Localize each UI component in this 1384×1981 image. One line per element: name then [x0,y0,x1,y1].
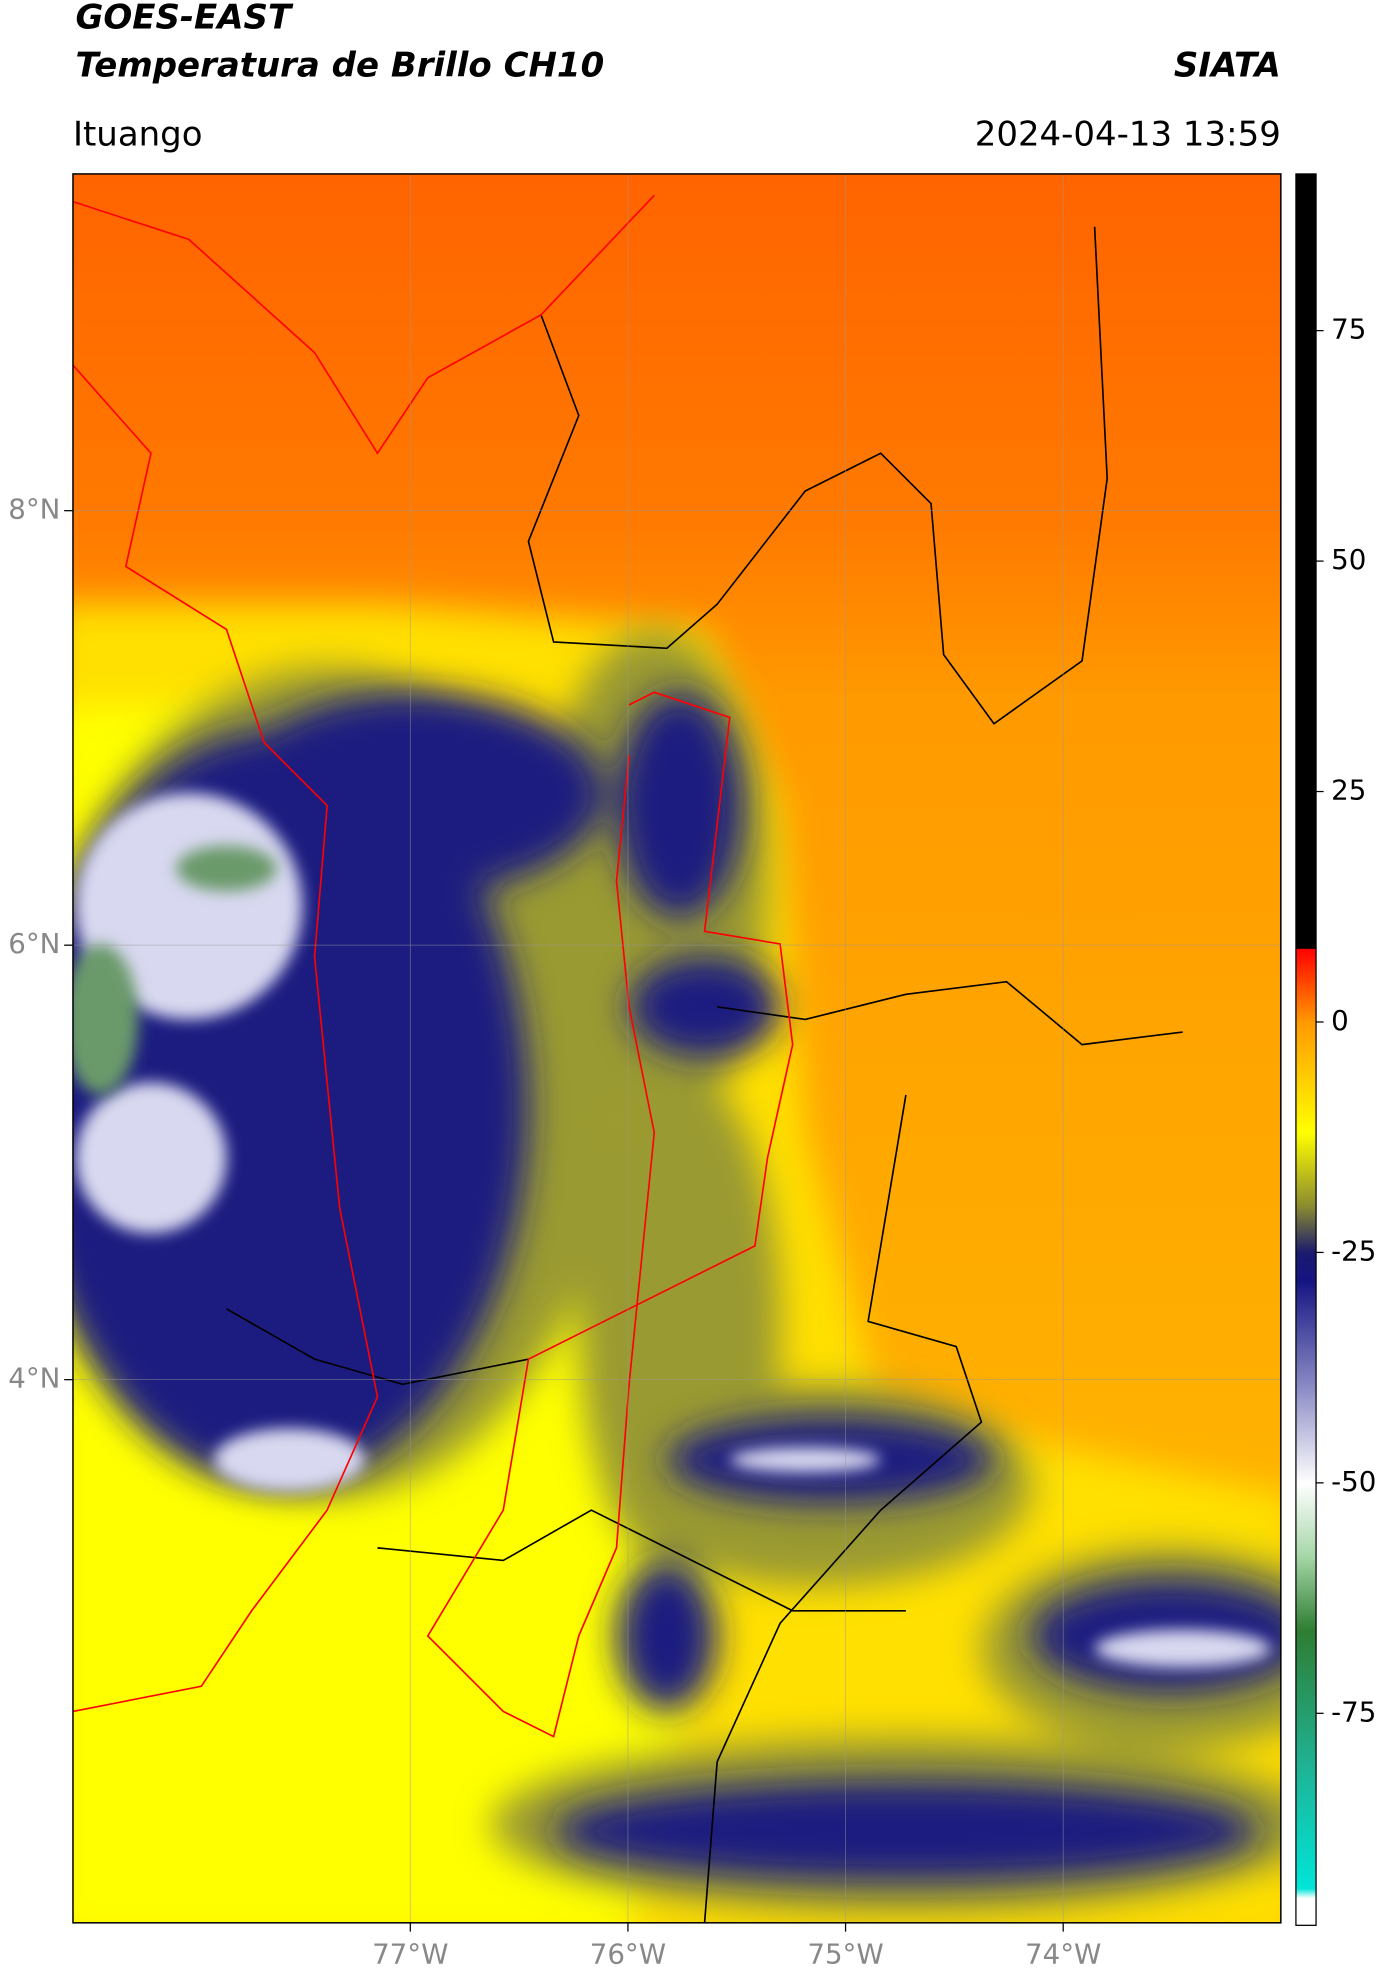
colorbar-segment [1295,1556,1317,1631]
colorbar-tick-label: 0 [1331,1004,1349,1037]
y-tick-label: 4°N [8,1362,60,1395]
colorbar-segment [1295,948,1317,1023]
colorbar-segment [1295,1280,1317,1392]
y-tick-label: 6°N [8,927,60,960]
colorbar-segment [1295,1021,1317,1134]
colorbar-tick-label: 25 [1331,774,1366,807]
colorbar: -75 -50 -25 0 25 50 75 [1295,173,1376,1926]
colorbar-segment [1295,1888,1317,1899]
satellite-image [72,173,1281,1923]
map-frame [72,173,1282,1924]
gridlines [72,173,1281,1923]
colorbar-segment [1295,1482,1317,1558]
colorbar-segment [1295,1897,1317,1926]
timestamp: 2024-04-13 13:59 [975,115,1281,155]
colorbar-segment [1295,1132,1317,1207]
y-tick-label: 8°N [8,493,60,526]
colorbar-tick-label: -50 [1331,1465,1376,1498]
colorbar-segment [1295,1759,1317,1890]
source: SIATA [1174,45,1281,85]
colorbar-segment [1295,1630,1317,1761]
colorbar-segment [1295,1252,1317,1281]
colorbar-tick-label: -75 [1331,1695,1376,1728]
subtitle: Temperatura de Brillo CH10 [75,45,604,85]
colorbar-tick-label: 50 [1331,543,1366,576]
colorbar-segment [1295,1390,1317,1484]
colorbar-frame [1295,173,1317,1926]
colorbar-segment [1295,173,1317,949]
colorbar-tick-label: 75 [1331,313,1366,346]
x-tick-label: 75°W [807,1938,883,1971]
x-tick-label: 74°W [1025,1938,1101,1971]
title: GOES-EAST [75,0,293,38]
location: Ituango [73,115,203,155]
colorbar-segment [1295,1206,1317,1254]
x-tick-label: 77°W [372,1938,448,1971]
colorbar-tick-label: -25 [1331,1234,1376,1267]
x-tick-label: 76°W [590,1938,666,1971]
